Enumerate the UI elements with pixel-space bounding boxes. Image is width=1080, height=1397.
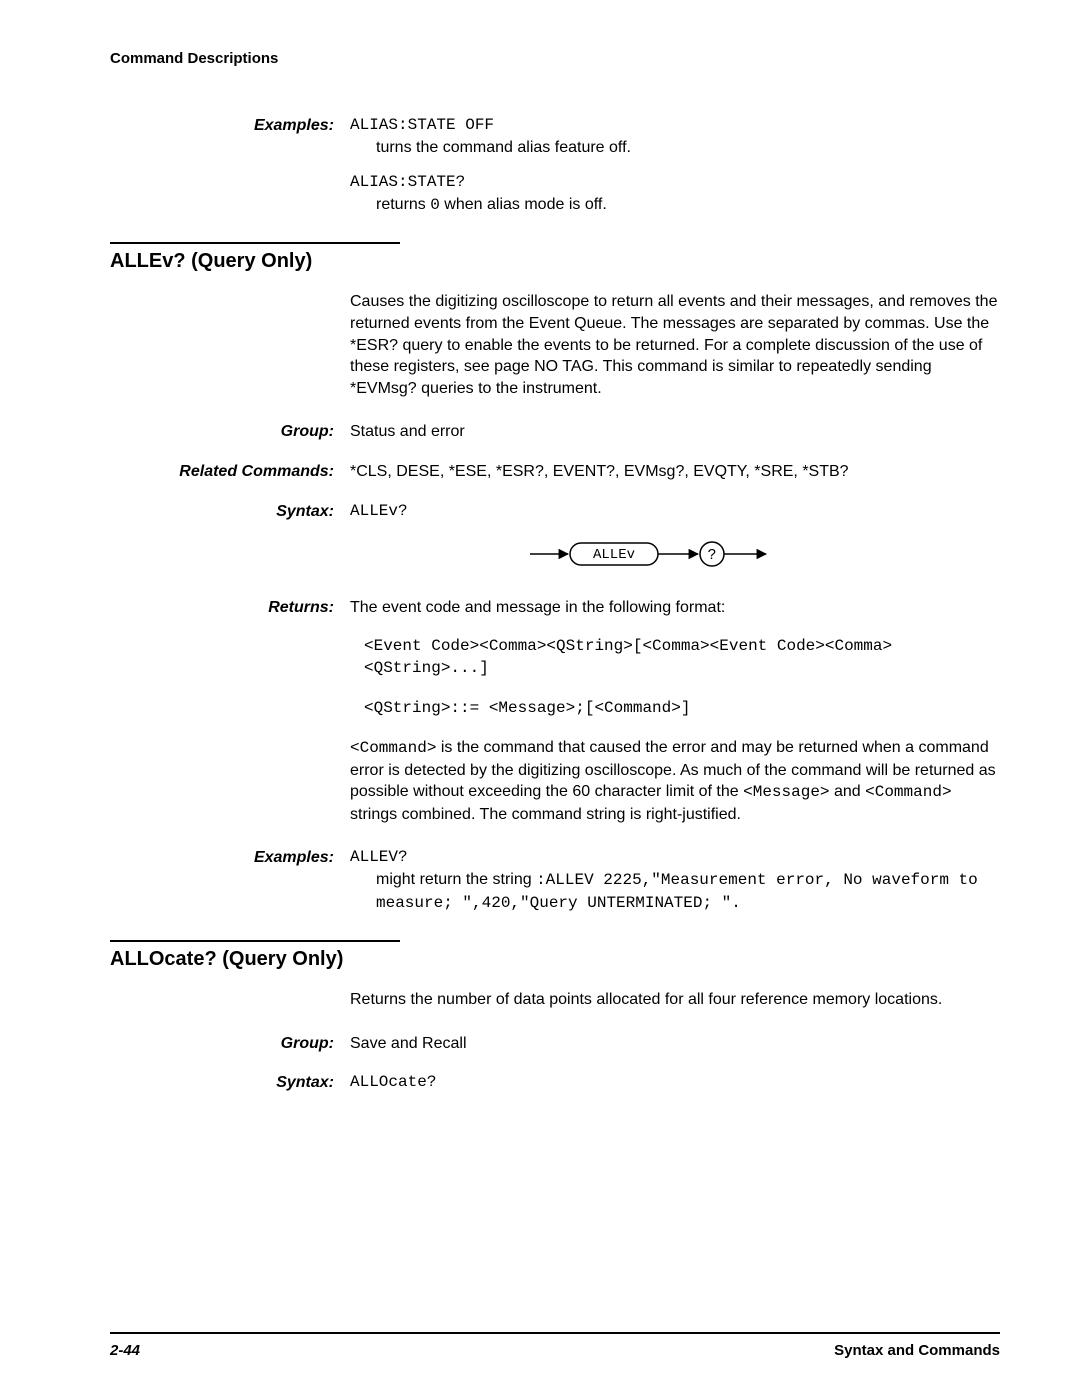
examples-row: Examples: ALLEV? might return the string… bbox=[110, 847, 1000, 914]
desc-row: Returns the number of data points alloca… bbox=[110, 989, 1000, 1029]
inline-code: 0 bbox=[430, 196, 440, 214]
returns-explain: <Command> is the command that caused the… bbox=[350, 737, 1000, 825]
example-desc: turns the command alias feature off. bbox=[350, 137, 1000, 159]
group-label: Group: bbox=[110, 421, 350, 443]
diagram-q-label: ? bbox=[707, 547, 716, 564]
group-value: Status and error bbox=[350, 421, 1000, 443]
example-code: ALIAS:STATE? bbox=[350, 172, 1000, 194]
returns-intro: The event code and message in the follow… bbox=[350, 597, 1000, 619]
page-footer: 2-44 Syntax and Commands bbox=[110, 1332, 1000, 1359]
diagram-node-label: ALLEv bbox=[593, 547, 635, 563]
footer-right: Syntax and Commands bbox=[834, 1342, 1000, 1359]
examples-label: Examples: bbox=[110, 847, 350, 869]
group-value: Save and Recall bbox=[350, 1033, 1000, 1055]
text: strings combined. The command string is … bbox=[350, 806, 741, 823]
footer-line: 2-44 Syntax and Commands bbox=[110, 1342, 1000, 1359]
running-head: Command Descriptions bbox=[110, 50, 1000, 67]
example-code: ALIAS:STATE OFF bbox=[350, 115, 1000, 137]
examples-label: Examples: bbox=[110, 115, 350, 137]
section-divider bbox=[110, 940, 400, 942]
diagram-body: ALLEv ? bbox=[350, 526, 1000, 583]
inline-code: <Command> bbox=[350, 739, 436, 757]
text: and bbox=[830, 783, 866, 800]
diagram-svg: ALLEv ? bbox=[530, 538, 790, 570]
returns-format: <Event Code><Comma><QString>[<Comma><Eve… bbox=[350, 636, 1000, 679]
returns-format: <QString>::= <Message>;[<Command>] bbox=[350, 698, 1000, 720]
section-desc: Returns the number of data points alloca… bbox=[350, 989, 1000, 1011]
syntax-value: ALLEv? bbox=[350, 501, 1000, 523]
returns-row: Returns: The event code and message in t… bbox=[110, 597, 1000, 844]
syntax-diagram: ALLEv ? bbox=[530, 538, 1000, 577]
example-desc: returns 0 when alias mode is off. bbox=[350, 194, 1000, 217]
section-divider bbox=[110, 242, 400, 244]
text: returns bbox=[376, 196, 430, 213]
examples-row: Examples: ALIAS:STATE OFF turns the comm… bbox=[110, 115, 1000, 216]
section-title: ALLEv? (Query Only) bbox=[110, 250, 1000, 273]
examples-body: ALIAS:STATE OFF turns the command alias … bbox=[350, 115, 1000, 216]
inline-code: <Message> bbox=[743, 783, 829, 801]
syntax-value: ALLOcate? bbox=[350, 1072, 1000, 1094]
group-label: Group: bbox=[110, 1033, 350, 1055]
syntax-row: Syntax: ALLOcate? bbox=[110, 1072, 1000, 1094]
syntax-row: Syntax: ALLEv? bbox=[110, 501, 1000, 523]
group-row: Group: Save and Recall bbox=[110, 1033, 1000, 1055]
page: Command Descriptions Examples: ALIAS:STA… bbox=[0, 0, 1080, 1397]
example-code: ALLEV? bbox=[350, 847, 1000, 869]
desc-row: Causes the digitizing oscilloscope to re… bbox=[110, 291, 1000, 417]
text: might return the string bbox=[376, 871, 536, 888]
diagram-row: ALLEv ? bbox=[110, 526, 1000, 583]
inline-code: <Command> bbox=[865, 783, 951, 801]
related-row: Related Commands: *CLS, DESE, *ESE, *ESR… bbox=[110, 461, 1000, 483]
related-label: Related Commands: bbox=[110, 461, 350, 483]
page-number: 2-44 bbox=[110, 1342, 140, 1359]
related-value: *CLS, DESE, *ESE, *ESR?, EVENT?, EVMsg?,… bbox=[350, 461, 1000, 483]
text: when alias mode is off. bbox=[440, 196, 607, 213]
footer-rule bbox=[110, 1332, 1000, 1334]
section-title: ALLOcate? (Query Only) bbox=[110, 948, 1000, 971]
example-desc: might return the string :ALLEV 2225,"Mea… bbox=[350, 869, 1000, 914]
returns-body: The event code and message in the follow… bbox=[350, 597, 1000, 844]
returns-label: Returns: bbox=[110, 597, 350, 619]
examples-body: ALLEV? might return the string :ALLEV 22… bbox=[350, 847, 1000, 914]
syntax-label: Syntax: bbox=[110, 1072, 350, 1094]
syntax-label: Syntax: bbox=[110, 501, 350, 523]
section-desc: Causes the digitizing oscilloscope to re… bbox=[350, 291, 1000, 399]
group-row: Group: Status and error bbox=[110, 421, 1000, 443]
